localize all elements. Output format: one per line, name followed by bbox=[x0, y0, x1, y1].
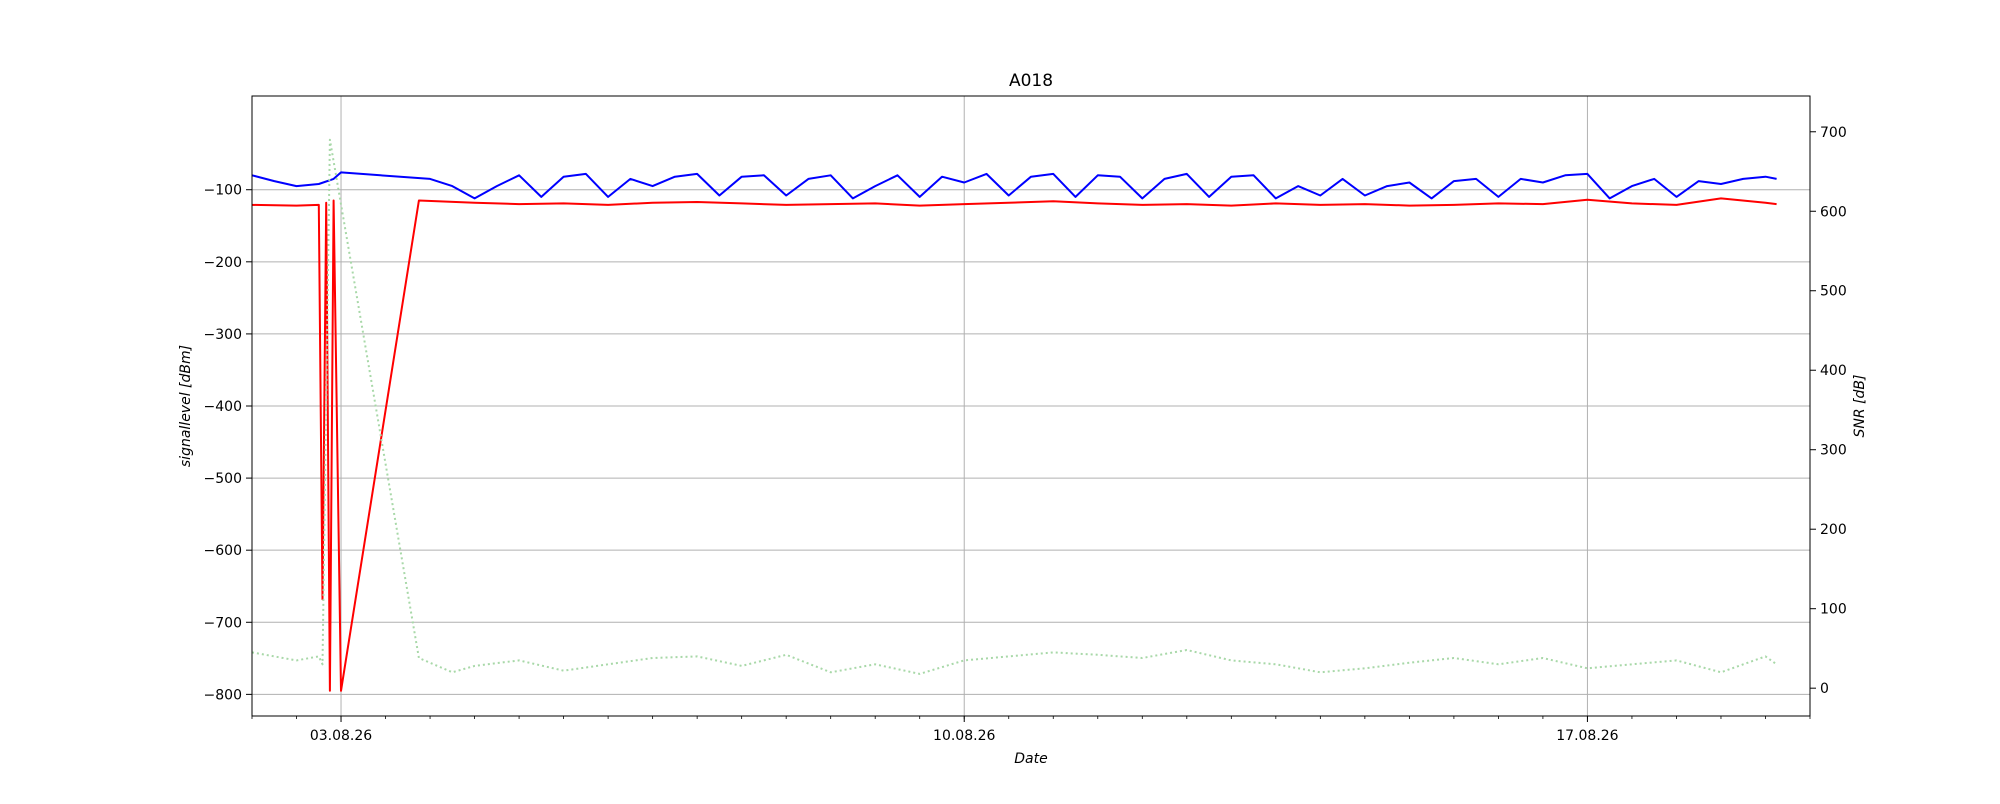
y-left-tick-label: −700 bbox=[204, 615, 242, 631]
y-right-tick-label: 400 bbox=[1820, 363, 1847, 379]
y-left-tick-label: −400 bbox=[204, 399, 242, 415]
chart-title: A018 bbox=[1009, 71, 1053, 91]
y-right-tick-label: 200 bbox=[1820, 522, 1847, 538]
series-line-3 bbox=[251, 138, 1778, 675]
x-tick-label: 10.08.26 bbox=[933, 728, 995, 744]
y-left-tick-label: −600 bbox=[204, 543, 242, 559]
y-left-tick-label: −300 bbox=[204, 327, 242, 343]
x-axis-label: Date bbox=[1014, 751, 1047, 767]
series-layer bbox=[251, 138, 1778, 692]
tick-layer: −100 −200 −300 −400 −500 −600 −700 −800 0 100 200 3… bbox=[204, 125, 1847, 744]
y-left-tick-label: −500 bbox=[204, 471, 242, 487]
y-right-tick-label: 0 bbox=[1820, 681, 1829, 697]
y-left-tick-label: −800 bbox=[204, 687, 242, 703]
x-tick-label: 17.08.26 bbox=[1556, 728, 1618, 744]
y-right-tick-label: 300 bbox=[1820, 443, 1847, 459]
y-axis-label-right: SNR [dB] bbox=[1852, 375, 1868, 438]
y-right-tick-label: 700 bbox=[1820, 125, 1847, 141]
y-right-tick-label: 500 bbox=[1820, 284, 1847, 300]
y-right-tick-label: 100 bbox=[1820, 602, 1847, 618]
y-right-tick-label: 600 bbox=[1820, 204, 1847, 220]
series-line-2 bbox=[251, 197, 1777, 692]
y-left-tick-label: −200 bbox=[204, 255, 242, 271]
series-line-1 bbox=[251, 171, 1777, 200]
y-axis-label-left: signallevel [dBm] bbox=[178, 345, 194, 467]
x-tick-label: 03.08.26 bbox=[310, 728, 372, 744]
y-left-tick-label: −100 bbox=[204, 183, 242, 199]
